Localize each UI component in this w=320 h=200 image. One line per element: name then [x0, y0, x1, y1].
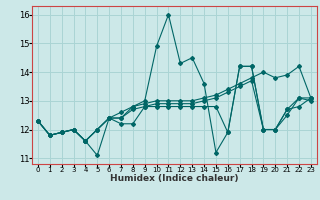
X-axis label: Humidex (Indice chaleur): Humidex (Indice chaleur): [110, 174, 239, 183]
